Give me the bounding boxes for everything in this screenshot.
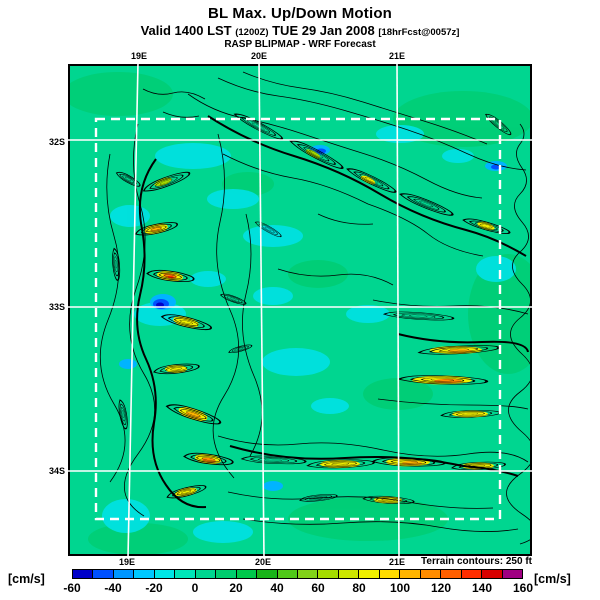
colorbar-cell — [236, 570, 258, 578]
colorbar-tick: 80 — [352, 581, 366, 595]
map-border — [68, 64, 532, 556]
bottom-axis-label: 21E — [388, 557, 405, 567]
colorbar-tick: 100 — [389, 581, 411, 595]
page-title: BL Max. Up/Down Motion — [207, 5, 393, 22]
colorbar-tick: -60 — [63, 581, 81, 595]
top-axis-label: 20E — [250, 51, 267, 61]
model-line: RASP BLIPMAP - WRF Forecast — [224, 39, 376, 50]
colorbar-tick: 160 — [512, 581, 534, 595]
colorbar-tick: -20 — [145, 581, 163, 595]
top-axis-label: 21E — [388, 51, 405, 61]
colorbar-cell — [318, 570, 339, 578]
model-domain-boundary — [94, 117, 502, 521]
green-field-patches — [68, 72, 532, 555]
map-plot — [68, 64, 532, 556]
colorbar-cell — [441, 570, 462, 578]
colorbar-cell — [379, 570, 401, 578]
colorbar — [72, 569, 523, 579]
colorbar-cell — [277, 570, 298, 578]
valid-time-main: Valid 1400 LST — [140, 23, 236, 38]
cyan-sink-patches — [102, 125, 516, 543]
colorbar-tick: 120 — [430, 581, 452, 595]
top-axis-label: 19E — [130, 51, 147, 61]
colorbar-cell — [359, 570, 380, 578]
colorbar-cell — [154, 570, 176, 578]
left-axis-label: 33S — [48, 302, 65, 312]
valid-date: TUE 29 Jan 2008 — [268, 23, 379, 38]
colorbar-cell — [134, 570, 155, 578]
forecast-cycle: [18hrFcst@0057z] — [378, 27, 460, 38]
valid-time-line: Valid 1400 LST (1200Z) TUE 29 Jan 2008 [… — [0, 23, 600, 38]
colorbar-cell — [113, 570, 135, 578]
colorbar-cell — [420, 570, 442, 578]
colorbar-unit-left: [cm/s] — [8, 572, 45, 586]
colorbar-tick: 40 — [270, 581, 284, 595]
colorbar-cell — [502, 570, 522, 578]
colorbar-unit-right: [cm/s] — [534, 572, 571, 586]
colorbar-cell — [257, 570, 278, 578]
left-axis-label: 34S — [48, 466, 65, 476]
colorbar-cell — [73, 570, 94, 578]
bottom-axis-label: 20E — [254, 557, 271, 567]
left-axis-label: 32S — [48, 137, 65, 147]
colorbar-cell — [195, 570, 217, 578]
colorbar-cell — [175, 570, 196, 578]
forecast-map — [68, 64, 532, 556]
colorbar-cell — [400, 570, 421, 578]
colorbar-cell — [297, 570, 319, 578]
colorbar-cell — [338, 570, 360, 578]
colorbar-cell — [93, 570, 114, 578]
colorbar-tick: -40 — [104, 581, 122, 595]
valid-time-utc: (1200Z) — [235, 27, 269, 38]
bottom-axis-label: 19E — [118, 557, 135, 567]
colorbar-tick: 0 — [191, 581, 199, 595]
colorbar-tick: 20 — [229, 581, 243, 595]
colorbar-cell — [216, 570, 237, 578]
colorbar-tick: 60 — [311, 581, 325, 595]
colorbar-tick: 140 — [471, 581, 493, 595]
terrain-contours-note: Terrain contours: 250 ft — [421, 556, 532, 567]
latlon-grid-lines — [68, 64, 532, 556]
colorbar-cell — [461, 570, 483, 578]
colorbar-cell — [482, 570, 503, 578]
